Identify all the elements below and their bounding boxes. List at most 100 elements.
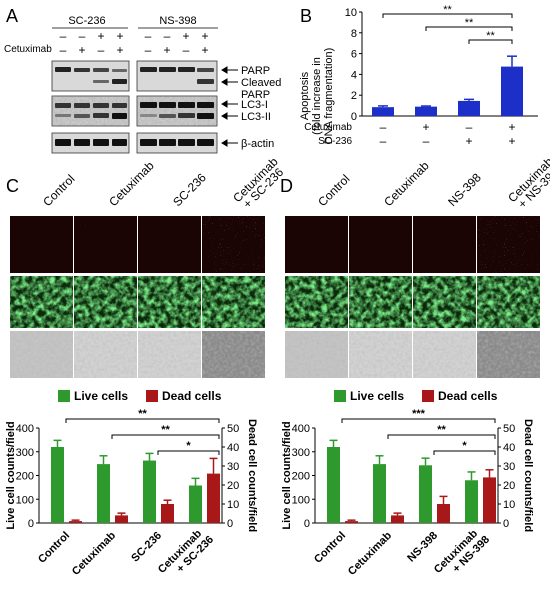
sig-bracket	[387, 434, 496, 439]
y-tick-label-left: 300	[16, 447, 34, 459]
panel-d-image-grid: Control Cetuximab NS-398 Cetuximab+ NS-398	[285, 154, 550, 378]
bar-dead	[161, 504, 174, 523]
column-label: Control	[315, 172, 352, 209]
panel-d-chart: Live cells Dead cells 0 100 200 300 400 0 10 20 30…	[281, 389, 534, 578]
arrow-head	[221, 66, 228, 74]
panel-b-ylabel: Apoptosis (fold increase in DNA fragment…	[299, 48, 335, 145]
band	[93, 80, 109, 83]
sign: +	[201, 43, 208, 57]
band	[178, 102, 195, 108]
y-axis-title-left: Live cell counts/field	[5, 421, 17, 529]
y-tick-label: 8	[351, 28, 357, 40]
panel-b: B Apoptosis (fold increase in DNA fragme…	[299, 4, 538, 148]
speckle	[349, 216, 412, 273]
bar-live	[51, 447, 64, 523]
label-parp: PARP	[241, 65, 270, 77]
panel-b-letter: B	[300, 6, 312, 26]
band	[55, 114, 71, 117]
y-tick-label-right: 40	[227, 442, 239, 454]
y-tick-label-left: 100	[292, 494, 310, 506]
category-label: SC-236	[129, 530, 164, 565]
y-tick-label-right: 50	[227, 423, 239, 435]
legend-live-label: Live cells	[350, 389, 404, 403]
band	[159, 139, 176, 146]
sign: +	[78, 43, 85, 57]
y-tick-label-left: 400	[292, 423, 310, 435]
bar	[372, 107, 394, 116]
band	[112, 113, 127, 119]
label-lc3ii: LC3-II	[241, 111, 271, 123]
sig-label: *	[462, 440, 467, 452]
band	[55, 139, 71, 146]
sig-label: ***	[412, 408, 426, 420]
band	[159, 102, 176, 108]
bar-live	[97, 464, 110, 523]
legend-dead-swatch	[146, 390, 158, 402]
sign: –	[164, 29, 171, 43]
y-tick-label-left: 200	[292, 471, 310, 483]
y-axis-title-right: Dead cell counts/field	[522, 419, 534, 532]
column-label: Cetuximab	[381, 158, 432, 209]
sign: +	[201, 29, 208, 43]
sign: –	[145, 29, 152, 43]
bar-dead	[483, 477, 496, 523]
y-tick-label-left: 0	[28, 518, 34, 530]
y-tick-label-left: 200	[16, 471, 34, 483]
bar-dead	[69, 521, 82, 523]
arrow-head	[221, 78, 228, 86]
legend-live-swatch	[334, 390, 346, 402]
band	[55, 103, 71, 108]
sign: –	[79, 29, 86, 43]
label-actin: β-actin	[241, 138, 274, 150]
bar-live	[419, 465, 432, 523]
arrow-head	[221, 100, 228, 108]
blot-actin-left	[51, 132, 130, 154]
y-tick-label-right: 0	[503, 518, 509, 530]
bar-live	[189, 485, 202, 523]
band	[159, 67, 176, 72]
bar	[458, 100, 480, 116]
band	[140, 67, 157, 72]
speckle	[202, 216, 265, 273]
cells-texture	[477, 276, 540, 328]
bar-dead	[437, 504, 450, 523]
y-axis-title-right: Dead cell counts/field	[246, 419, 258, 532]
column-label: Cetuximab	[106, 158, 157, 209]
cells-texture	[285, 276, 348, 328]
sig-label: **	[437, 424, 446, 436]
sign: –	[98, 43, 105, 57]
panel-a-top-signs: – – + + – – + +	[60, 29, 209, 43]
band	[112, 69, 127, 72]
phase-texture	[477, 331, 540, 378]
sig-bracket	[382, 13, 513, 18]
band	[159, 114, 176, 118]
label-cleaved: Cleaved	[241, 77, 281, 89]
blot-actin-right	[136, 132, 218, 154]
sign: –	[380, 134, 387, 148]
legend-live-label: Live cells	[74, 389, 128, 403]
panel-c-image-grid: Control Cetuximab SC-236 Cetuximab+ SC-236	[10, 154, 286, 378]
band	[55, 67, 71, 72]
panel-a-cetuximab-signs: – + – + – + – +	[60, 43, 209, 57]
sign: –	[423, 134, 430, 148]
band	[93, 113, 109, 118]
phase-texture	[202, 331, 265, 378]
sig-label: **	[465, 17, 474, 29]
band	[74, 114, 90, 118]
arrow-head	[221, 112, 228, 120]
band	[197, 139, 214, 146]
y-tick-label-right: 30	[503, 461, 515, 473]
legend-dead-swatch	[422, 390, 434, 402]
band	[140, 102, 157, 108]
y-axis-title-left: Live cell counts/field	[281, 421, 293, 529]
bar-dead	[207, 473, 220, 523]
column-label: SC-236	[170, 170, 209, 209]
phase-texture	[10, 331, 73, 378]
y-tick-label: 4	[351, 69, 357, 81]
sign: –	[60, 43, 67, 57]
sig-bracket	[111, 434, 220, 439]
sig-bracket	[433, 450, 496, 455]
